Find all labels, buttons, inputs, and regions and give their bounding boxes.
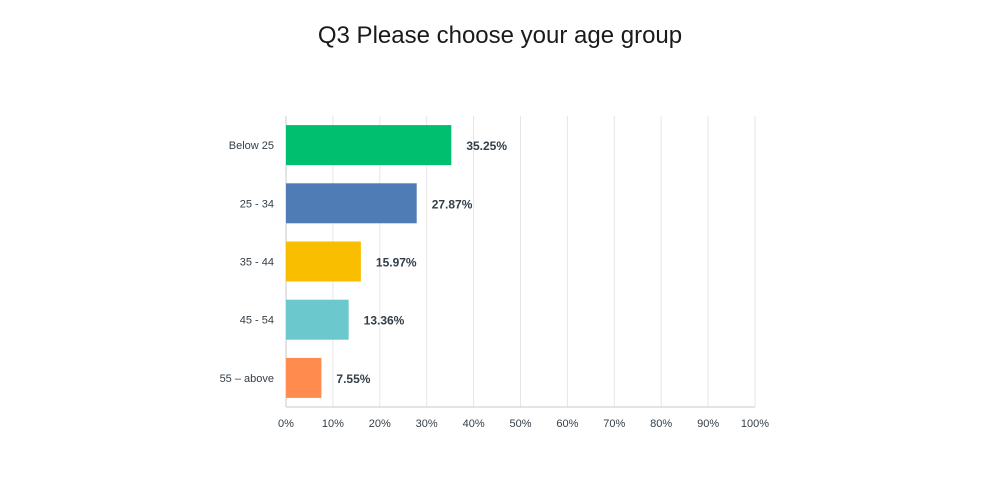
x-tick-label: 70% — [603, 418, 625, 430]
category-label: 45 - 54 — [240, 315, 274, 327]
x-tick-label: 100% — [741, 418, 769, 430]
data-label: 13.36% — [364, 314, 405, 328]
x-tick-label: 0% — [278, 418, 294, 430]
x-tick-label: 10% — [322, 418, 344, 430]
x-tick-label: 80% — [650, 418, 672, 430]
x-tick-label: 30% — [416, 418, 438, 430]
bar — [286, 357, 322, 398]
bar — [286, 125, 452, 166]
bar — [286, 241, 361, 282]
category-label: 25 - 34 — [240, 198, 274, 210]
category-label: Below 25 — [229, 140, 274, 152]
category-label: 55 – above — [220, 373, 274, 385]
x-tick-label: 20% — [369, 418, 391, 430]
data-label: 15.97% — [376, 256, 417, 270]
bar — [286, 183, 417, 224]
category-label: 35 - 44 — [240, 257, 274, 269]
data-label: 35.25% — [466, 139, 507, 153]
bar — [286, 299, 349, 340]
x-tick-label: 40% — [463, 418, 485, 430]
x-tick-label: 90% — [697, 418, 719, 430]
x-tick-label: 60% — [556, 418, 578, 430]
data-label: 7.55% — [336, 372, 370, 386]
x-tick-label: 50% — [509, 418, 531, 430]
data-label: 27.87% — [432, 197, 473, 211]
chart-title: Q3 Please choose your age group — [317, 22, 683, 49]
